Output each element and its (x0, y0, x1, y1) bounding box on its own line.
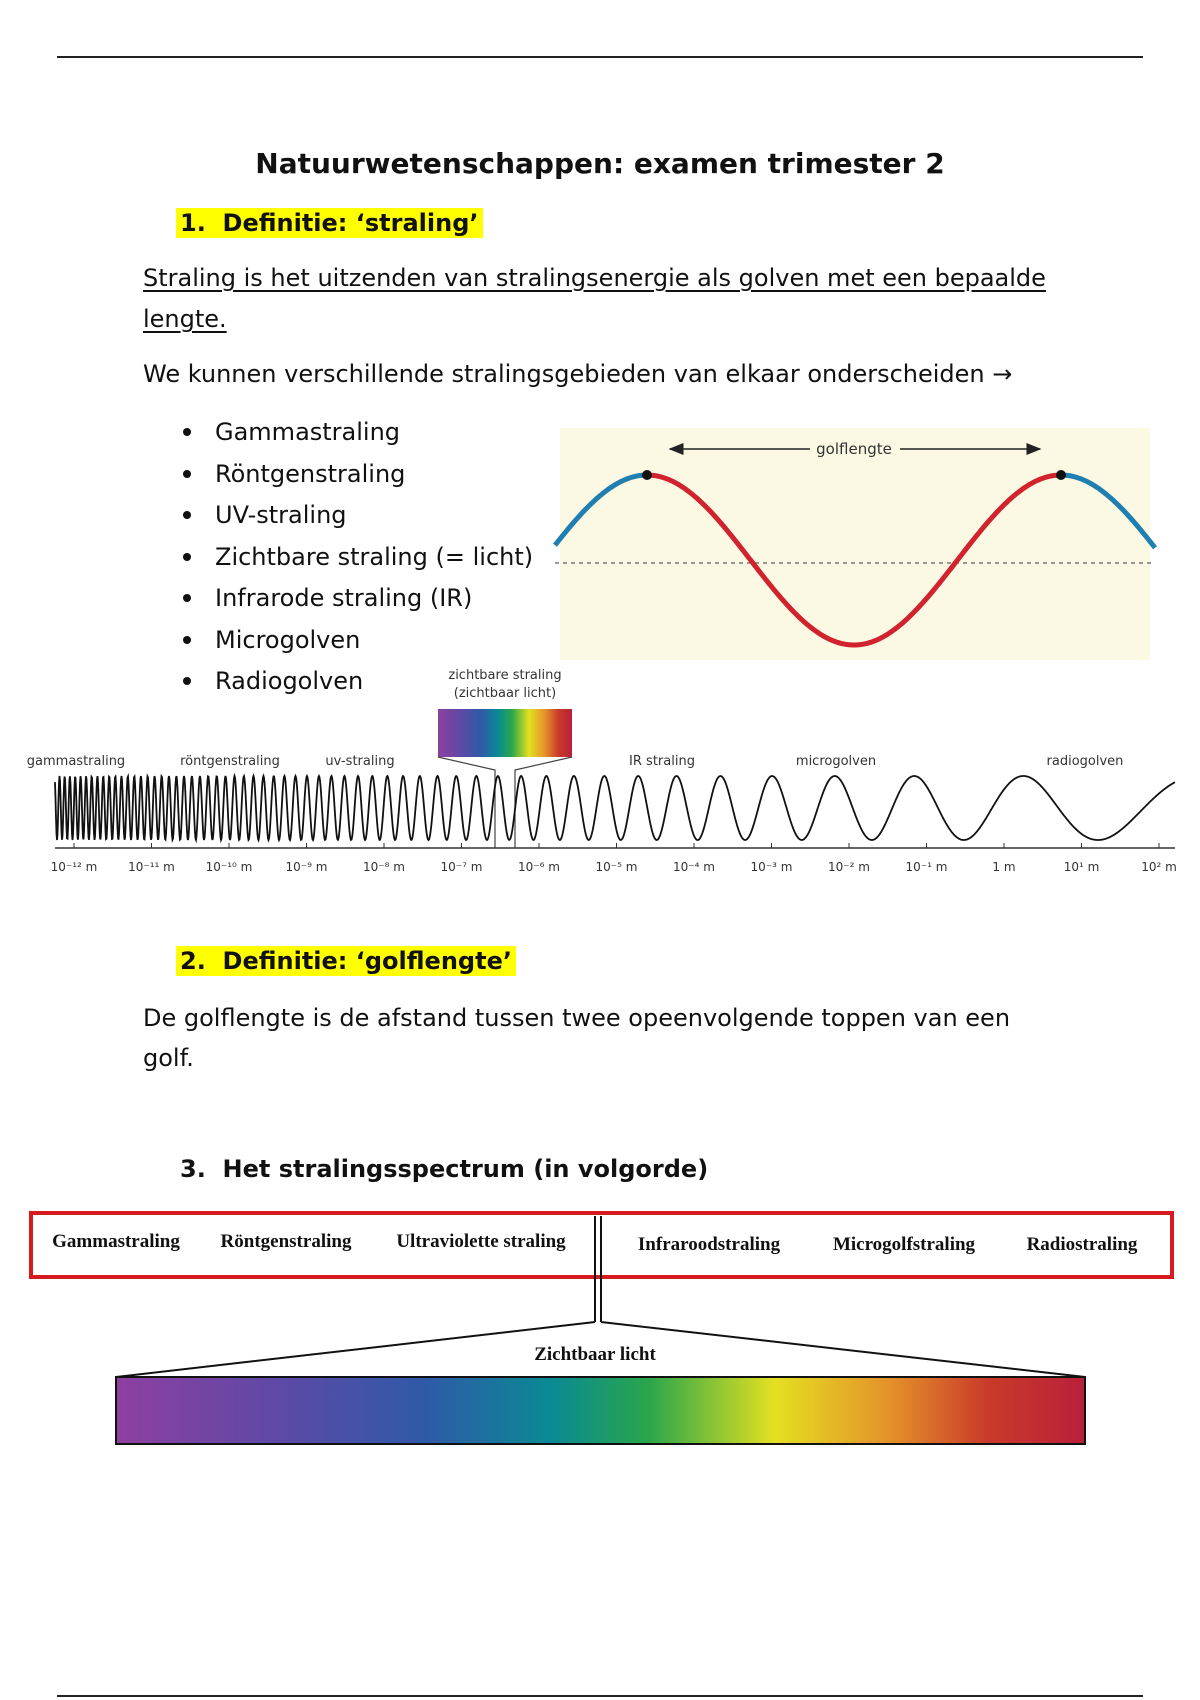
visible-spectrum (115, 1376, 1086, 1445)
region-label: uv-straling (325, 754, 394, 769)
band-label: Radiostraling (1027, 1234, 1138, 1255)
band-label: Microgolfstraling (833, 1234, 976, 1255)
scale-label: 1 m (992, 860, 1015, 874)
bullet (183, 428, 191, 436)
region-label: microgolven (796, 754, 876, 769)
region-label: gammastraling (27, 754, 125, 769)
bullet-text: Infrarode straling (IR) (215, 584, 473, 612)
band-figure: Zichtbaar licht Gammastraling Röntgenstra… (29, 1211, 1174, 1445)
band-label: Gammastraling (52, 1231, 180, 1252)
bullet (183, 677, 191, 685)
scale-label: 10⁻⁷ m (441, 860, 483, 874)
crest-dot (1056, 470, 1066, 480)
funnel (115, 1321, 1086, 1378)
top-rule (57, 56, 1143, 58)
scale-label: 10⁻⁶ m (518, 860, 560, 874)
band-label: Ultraviolette straling (396, 1231, 566, 1252)
region-label: röntgenstraling (180, 754, 280, 769)
bullet-text: UV-straling (215, 501, 347, 529)
wave-figure: golflengte (553, 428, 1157, 660)
wave-label: golflengte (816, 440, 892, 458)
scale-label: 10⁻⁸ m (363, 860, 405, 874)
scale-label: 10⁻³ m (751, 860, 793, 874)
bullet-text: Zichtbare straling (= licht) (215, 542, 534, 571)
visible-label: zichtbare straling (448, 668, 561, 683)
visible-band (438, 709, 572, 757)
spectrum-wave (54, 772, 1176, 844)
wave-tail (1061, 472, 1157, 550)
scale-label: 10⁻⁴ m (673, 860, 715, 874)
bullet (183, 594, 191, 602)
bottom-rule (57, 1695, 1143, 1697)
scale-label: 10⁻¹ m (906, 860, 948, 874)
intro: We kunnen verschillende stralingsgebiede… (143, 360, 1013, 388)
region-label: IR straling (629, 754, 695, 769)
band-label: Röntgenstraling (221, 1231, 352, 1252)
bullet (183, 469, 191, 478)
scale-label: 10⁻⁹ m (286, 860, 328, 874)
bullet-text: Gammastraling (215, 418, 401, 446)
scale-label: 10⁻² m (828, 860, 870, 874)
scale-label: 10¹ m (1064, 860, 1100, 874)
scale-label: 10⁻¹⁰ m (206, 860, 253, 874)
visible-label: (zichtbaar licht) (454, 686, 556, 701)
paragraph: golf. (143, 1044, 194, 1072)
paragraph: De golflengte is de afstand tussen twee … (143, 1004, 1011, 1032)
bullet-text: Röntgenstraling (215, 459, 406, 488)
bullet (183, 511, 191, 519)
bullet-text: Radiogolven (215, 667, 364, 695)
wave-tail (553, 472, 647, 547)
bullet (183, 552, 191, 561)
band-label: Infraroodstraling (638, 1234, 781, 1255)
bullet (183, 635, 191, 644)
definition: lengte. (143, 305, 227, 333)
bullet-text: Microgolven (215, 625, 361, 654)
region-label: radiogolven (1047, 754, 1124, 769)
title: Natuurwetenschappen: examen trimester 2 (255, 147, 945, 180)
wave (647, 472, 1061, 648)
definition: Straling is het uitzenden van stralingse… (143, 264, 1046, 292)
heading: 3. Het stralingsspectrum (in volgorde) (180, 1155, 709, 1183)
heading: 2. Definitie: ‘golflengte’ (176, 946, 516, 976)
heading: 1. Definitie: ‘straling’ (176, 208, 483, 238)
divider (594, 1216, 602, 1322)
visible-pointer (437, 756, 573, 848)
scale-label: 10⁻¹² m (51, 860, 98, 874)
scale-label: 10⁻¹¹ m (128, 860, 175, 874)
spectrum-figure: zichtbare straling (zichtbaar licht) gam… (27, 668, 1177, 874)
crest-dot (642, 470, 652, 480)
figure-background (560, 428, 1150, 660)
visible-caption: Zichtbaar licht (534, 1344, 656, 1365)
scale-label: 10⁻⁵ m (596, 860, 638, 874)
scale-label: 10² m (1141, 860, 1177, 874)
